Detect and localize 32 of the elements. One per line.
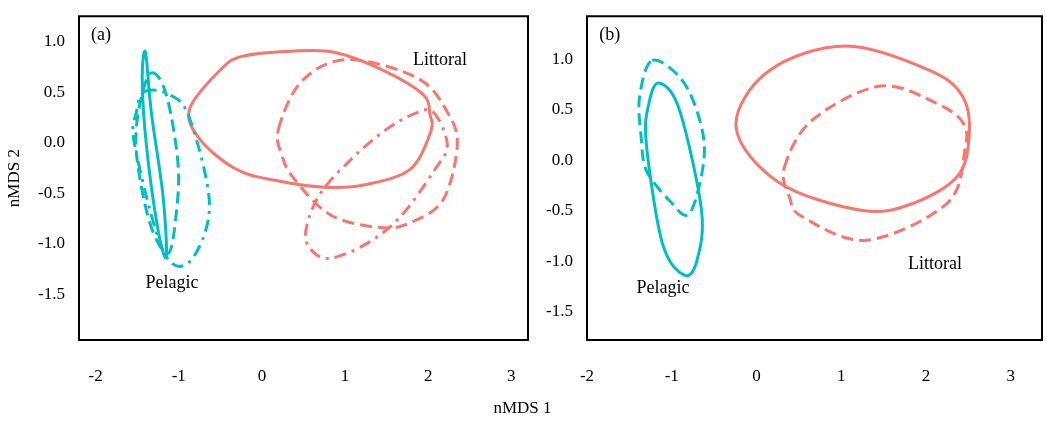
y-tick-label: 1.0 [551, 49, 573, 69]
x-tick-label: -2 [88, 365, 103, 385]
x-tick-label: 1 [340, 365, 350, 385]
y-tick-label: -1.5 [38, 283, 65, 303]
x-tick-label: 3 [507, 365, 516, 385]
annotation: (a) [91, 24, 112, 46]
y-tick-label: -0.5 [38, 182, 65, 202]
y-tick-label: 0.0 [551, 149, 573, 169]
y-tick-label: 0.5 [43, 81, 65, 101]
y-tick-label: -1.0 [546, 250, 573, 270]
x-tick-label: -1 [171, 365, 186, 385]
y-axis-title: nMDS 2 [3, 149, 23, 208]
x-axis-title: nMDS 1 [492, 398, 553, 418]
y-tick-label: 0.5 [551, 99, 573, 119]
x-tick-label: -2 [579, 365, 595, 385]
annotation: (b) [599, 24, 621, 46]
y-tick-label: 1.0 [43, 30, 65, 50]
y-tick-label: -1.5 [546, 301, 573, 321]
x-tick-label: 0 [257, 365, 267, 385]
annotation: Littoral [908, 252, 963, 273]
x-tick-label: 1 [836, 365, 846, 385]
annotation: Littoral [413, 48, 467, 69]
x-tick-label: 2 [921, 365, 931, 385]
y-tick-label: 0.0 [43, 132, 65, 152]
annotation: Pelagic [145, 271, 199, 292]
x-tick-label: -1 [664, 365, 679, 385]
x-tick-label: 2 [423, 365, 433, 385]
y-tick-label: -1.0 [38, 233, 65, 253]
y-tick-label: -0.5 [546, 200, 573, 220]
x-tick-label: 0 [752, 365, 761, 385]
x-tick-label: 3 [1006, 365, 1015, 385]
annotation: Pelagic [636, 276, 690, 297]
